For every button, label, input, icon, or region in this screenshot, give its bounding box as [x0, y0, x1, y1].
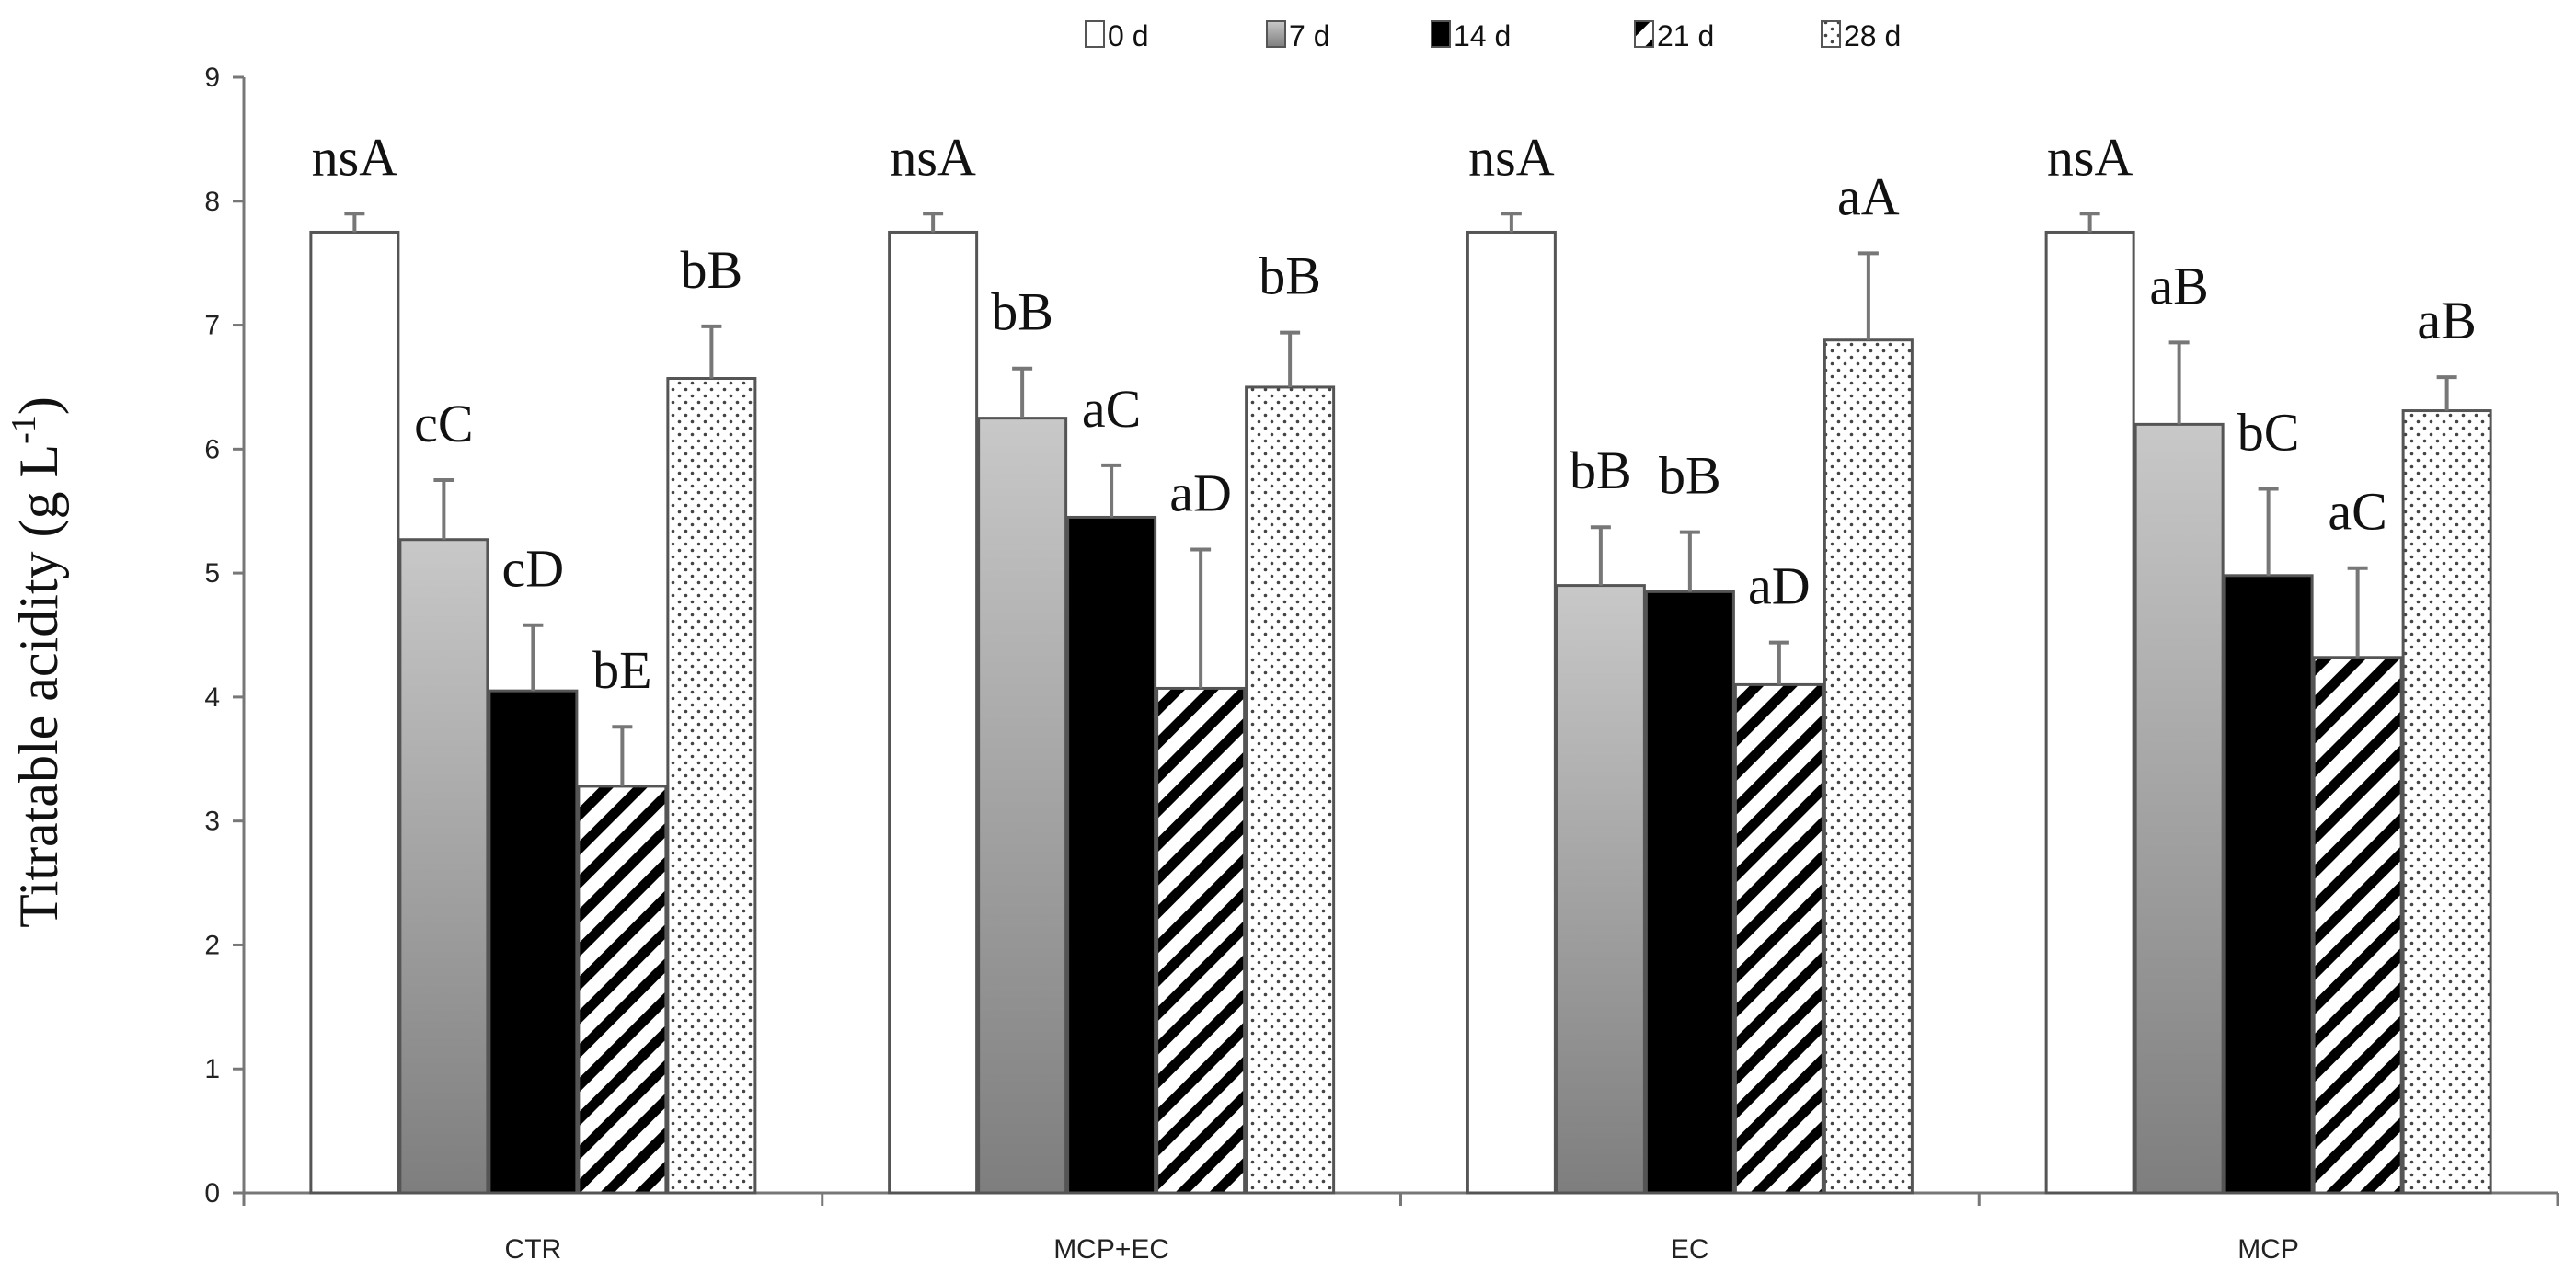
legend-label: 21 d	[1657, 19, 1714, 52]
bar	[2223, 574, 2314, 1195]
significance-label: cD	[502, 539, 565, 599]
significance-label: aA	[1837, 166, 1900, 226]
bar	[1555, 584, 1646, 1195]
legend-label: 28 d	[1844, 19, 1901, 52]
y-tick-label: 5	[204, 558, 220, 589]
significance-label: aC	[1082, 379, 1141, 439]
bar	[888, 230, 979, 1195]
legend-swatch	[1266, 20, 1286, 48]
legend-swatch	[1085, 20, 1105, 48]
bar	[977, 417, 1068, 1195]
significance-label: bB	[1659, 446, 1721, 506]
bar	[309, 230, 400, 1195]
significance-label: nsA	[890, 127, 976, 187]
legend-swatch	[1821, 20, 1841, 48]
bar	[666, 377, 757, 1195]
y-tick-label: 4	[204, 682, 220, 713]
bar	[1644, 590, 1735, 1195]
bar	[2401, 409, 2492, 1195]
bar	[1823, 338, 1914, 1195]
x-category-label: EC	[1671, 1234, 1709, 1265]
significance-label: aD	[1169, 464, 1232, 523]
y-tick-label: 1	[204, 1054, 220, 1084]
bar	[1733, 682, 1824, 1195]
significance-label: nsA	[1468, 127, 1555, 187]
significance-label: bB	[1259, 246, 1321, 306]
significance-label: nsA	[312, 127, 398, 187]
bar	[1156, 686, 1247, 1195]
y-tick-label: 7	[204, 311, 220, 341]
y-tick-label: 6	[204, 434, 220, 464]
significance-label: bE	[592, 640, 651, 700]
bar	[398, 538, 489, 1195]
bar	[2133, 422, 2225, 1195]
significance-labels: nsA cC cD bE bB nsA bB aC aD bB nsA bB bB aD aA nsA aB bC…	[312, 127, 2477, 700]
bar	[1466, 230, 1557, 1195]
legend: 0 d 7 d 14 d 21 d 28 d	[1085, 19, 1901, 52]
significance-label: aB	[2417, 291, 2476, 350]
legend-swatch	[1431, 20, 1451, 48]
y-tick-label: 9	[204, 63, 220, 93]
legend-swatch	[1634, 20, 1654, 48]
significance-label: bC	[2237, 402, 2300, 462]
x-category-label: MCP+EC	[1053, 1234, 1169, 1265]
bar	[2312, 656, 2403, 1195]
y-tick-label: 0	[204, 1178, 220, 1209]
legend-label: 0 d	[1108, 19, 1148, 52]
bar	[488, 689, 579, 1195]
x-category-label: MCP	[2237, 1234, 2299, 1265]
y-tick-label: 3	[204, 807, 220, 837]
significance-label: nsA	[2047, 127, 2133, 187]
legend-label: 7 d	[1289, 19, 1329, 52]
significance-label: bB	[681, 240, 743, 300]
bar	[1066, 515, 1157, 1195]
y-tick-label: 2	[204, 930, 220, 960]
bar	[1245, 385, 1336, 1195]
y-axis-label-superscript: -1	[5, 415, 43, 444]
significance-label: aC	[2328, 482, 2386, 542]
x-category-label: CTR	[505, 1234, 562, 1265]
significance-label: bB	[991, 282, 1053, 342]
significance-label: cC	[414, 394, 473, 453]
y-axis-label: Titratable acidity (g L-1)	[5, 396, 69, 928]
error-bars	[344, 212, 2457, 786]
significance-label: aD	[1748, 556, 1811, 616]
y-tick-label: 8	[204, 187, 220, 217]
significance-label: aB	[2149, 256, 2208, 315]
significance-label: bB	[1570, 441, 1632, 500]
bar	[577, 785, 668, 1195]
legend-label: 14 d	[1454, 19, 1511, 52]
bar	[2044, 230, 2135, 1195]
bars	[309, 230, 2492, 1195]
